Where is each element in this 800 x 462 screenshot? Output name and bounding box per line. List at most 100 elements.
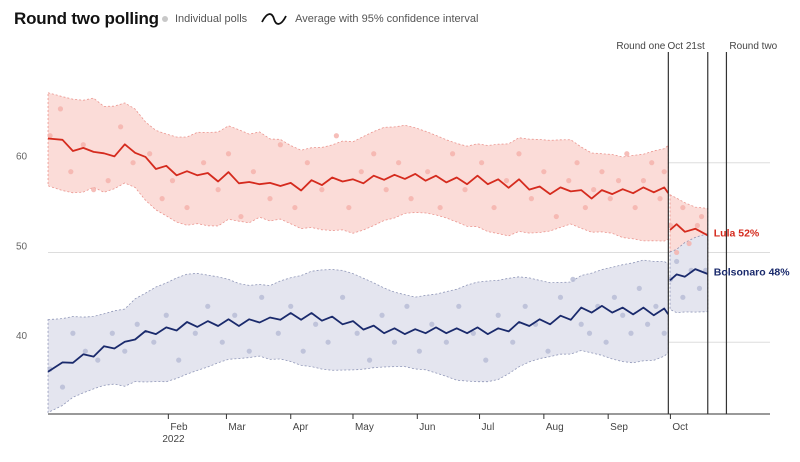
legend-average-label: Average with 95% confidence interval bbox=[295, 13, 479, 25]
bolsonaro-poll-dot bbox=[586, 330, 593, 336]
marker-label: Oct 21st bbox=[668, 41, 705, 52]
bolsonaro-poll-dot bbox=[259, 294, 265, 300]
lula-poll-dot bbox=[649, 160, 655, 166]
bolsonaro-poll-dot bbox=[443, 339, 449, 345]
lula-poll-dot bbox=[184, 204, 190, 211]
bolsonaro-poll-dot bbox=[288, 303, 294, 309]
lula-poll-dot bbox=[319, 187, 325, 193]
lula-poll-dot bbox=[201, 160, 207, 166]
bolsonaro-poll-dot bbox=[70, 330, 76, 336]
bolsonaro-poll-dot bbox=[557, 294, 564, 300]
bolsonaro-poll-dot bbox=[354, 330, 360, 336]
lula-poll-dot bbox=[267, 196, 273, 202]
lula-poll-dot bbox=[437, 204, 443, 211]
legend-polls-label: Individual polls bbox=[175, 13, 248, 25]
bolsonaro-poll-dot bbox=[628, 330, 634, 336]
lula-poll-dot bbox=[479, 160, 485, 166]
bolsonaro-confidence-band bbox=[47, 259, 669, 414]
poll-dot-icon bbox=[162, 16, 168, 22]
marker-label: Round one bbox=[616, 41, 665, 52]
bolsonaro-poll-dot bbox=[219, 339, 225, 345]
lula-poll-dot bbox=[503, 178, 510, 184]
lula-end-label: Lula 52% bbox=[714, 228, 760, 240]
lula-poll-dot bbox=[80, 142, 86, 148]
lula-poll-dot bbox=[615, 178, 622, 184]
bolsonaro-poll-dot bbox=[570, 276, 576, 282]
bolsonaro-poll-dot bbox=[522, 303, 528, 309]
bolsonaro-poll-dot bbox=[95, 357, 101, 363]
bolsonaro-poll-dot bbox=[134, 321, 140, 327]
lula-poll-dot bbox=[57, 106, 64, 112]
bolsonaro-poll-dot bbox=[470, 330, 476, 336]
lula-poll-dot bbox=[292, 204, 298, 211]
lula-poll-dot bbox=[674, 249, 680, 256]
x-tick-label: Sep bbox=[610, 422, 628, 433]
bolsonaro-poll-dot bbox=[325, 339, 331, 345]
lula-poll-dot bbox=[396, 160, 402, 166]
lula-poll-dot bbox=[277, 142, 283, 148]
y-tick-label: 60 bbox=[16, 152, 28, 163]
lula-poll-dot bbox=[408, 196, 414, 202]
bolsonaro-poll-dot bbox=[205, 303, 211, 309]
bolsonaro-poll-dot bbox=[82, 348, 88, 354]
x-tick-label: May bbox=[355, 422, 374, 433]
bolsonaro-poll-dot bbox=[644, 321, 651, 327]
lula-poll-dot bbox=[582, 204, 588, 211]
lula-poll-dot bbox=[553, 213, 559, 220]
lula-poll-dot bbox=[694, 222, 700, 229]
lula-poll-dot bbox=[449, 151, 456, 157]
bolsonaro-poll-dot bbox=[429, 321, 435, 327]
x-tick-label: Mar bbox=[228, 422, 246, 433]
bolsonaro-poll-dot bbox=[483, 357, 489, 363]
bolsonaro-poll-dot bbox=[300, 348, 306, 354]
lula-poll-dot bbox=[250, 169, 256, 175]
lula-poll-dot bbox=[346, 204, 352, 211]
lula-poll-dot bbox=[462, 187, 468, 193]
lula-poll-dot bbox=[667, 222, 674, 229]
bolsonaro-poll-dot bbox=[611, 294, 617, 300]
lula-poll-dot bbox=[358, 169, 364, 175]
lula-poll-dot bbox=[607, 196, 613, 202]
lula-poll-dot bbox=[574, 160, 580, 166]
bolsonaro-poll-dot bbox=[661, 330, 667, 336]
lula-poll-dot bbox=[118, 124, 124, 130]
x-tick-sublabel: 2022 bbox=[162, 434, 185, 445]
bolsonaro-poll-dot bbox=[313, 321, 319, 327]
lula-poll-dot bbox=[225, 151, 232, 157]
lula-poll-dot bbox=[591, 187, 597, 193]
bolsonaro-poll-dot bbox=[416, 348, 422, 354]
bolsonaro-poll-dot bbox=[603, 339, 609, 345]
lula-poll-dot bbox=[680, 204, 686, 211]
lula-poll-dot bbox=[333, 133, 339, 139]
x-tick-label: Apr bbox=[293, 422, 309, 433]
lula-poll-dot bbox=[632, 204, 638, 211]
bolsonaro-average-line bbox=[669, 268, 709, 281]
bolsonaro-poll-dot bbox=[456, 303, 462, 309]
x-tick-label: Jun bbox=[419, 422, 435, 433]
bolsonaro-poll-dot bbox=[620, 312, 626, 318]
bolsonaro-poll-dot bbox=[545, 348, 551, 354]
lula-poll-dot bbox=[599, 169, 605, 175]
x-tick-label: Jul bbox=[482, 422, 495, 433]
bolsonaro-poll-dot bbox=[696, 285, 703, 291]
lula-average-line bbox=[669, 223, 709, 237]
y-tick-label: 50 bbox=[16, 241, 28, 252]
lula-poll-dot bbox=[238, 213, 244, 220]
bolsonaro-poll-dot bbox=[232, 312, 238, 318]
bolsonaro-poll-dot bbox=[246, 348, 252, 354]
bolsonaro-poll-dot bbox=[122, 348, 128, 354]
bolsonaro-poll-dot bbox=[109, 330, 115, 336]
lula-poll-dot bbox=[657, 196, 663, 202]
bolsonaro-poll-dot bbox=[578, 321, 584, 327]
bolsonaro-poll-dot bbox=[653, 303, 659, 309]
lula-poll-dot bbox=[425, 169, 431, 175]
chart-title: Round two polling bbox=[14, 9, 159, 28]
lula-poll-dot bbox=[566, 178, 572, 184]
lula-poll-dot bbox=[169, 178, 176, 184]
x-tick-label: Oct bbox=[672, 422, 688, 433]
lula-confidence-band bbox=[47, 92, 669, 242]
bolsonaro-poll-dot bbox=[151, 339, 157, 345]
lula-poll-dot bbox=[528, 196, 535, 202]
bolsonaro-average-line bbox=[47, 305, 670, 373]
